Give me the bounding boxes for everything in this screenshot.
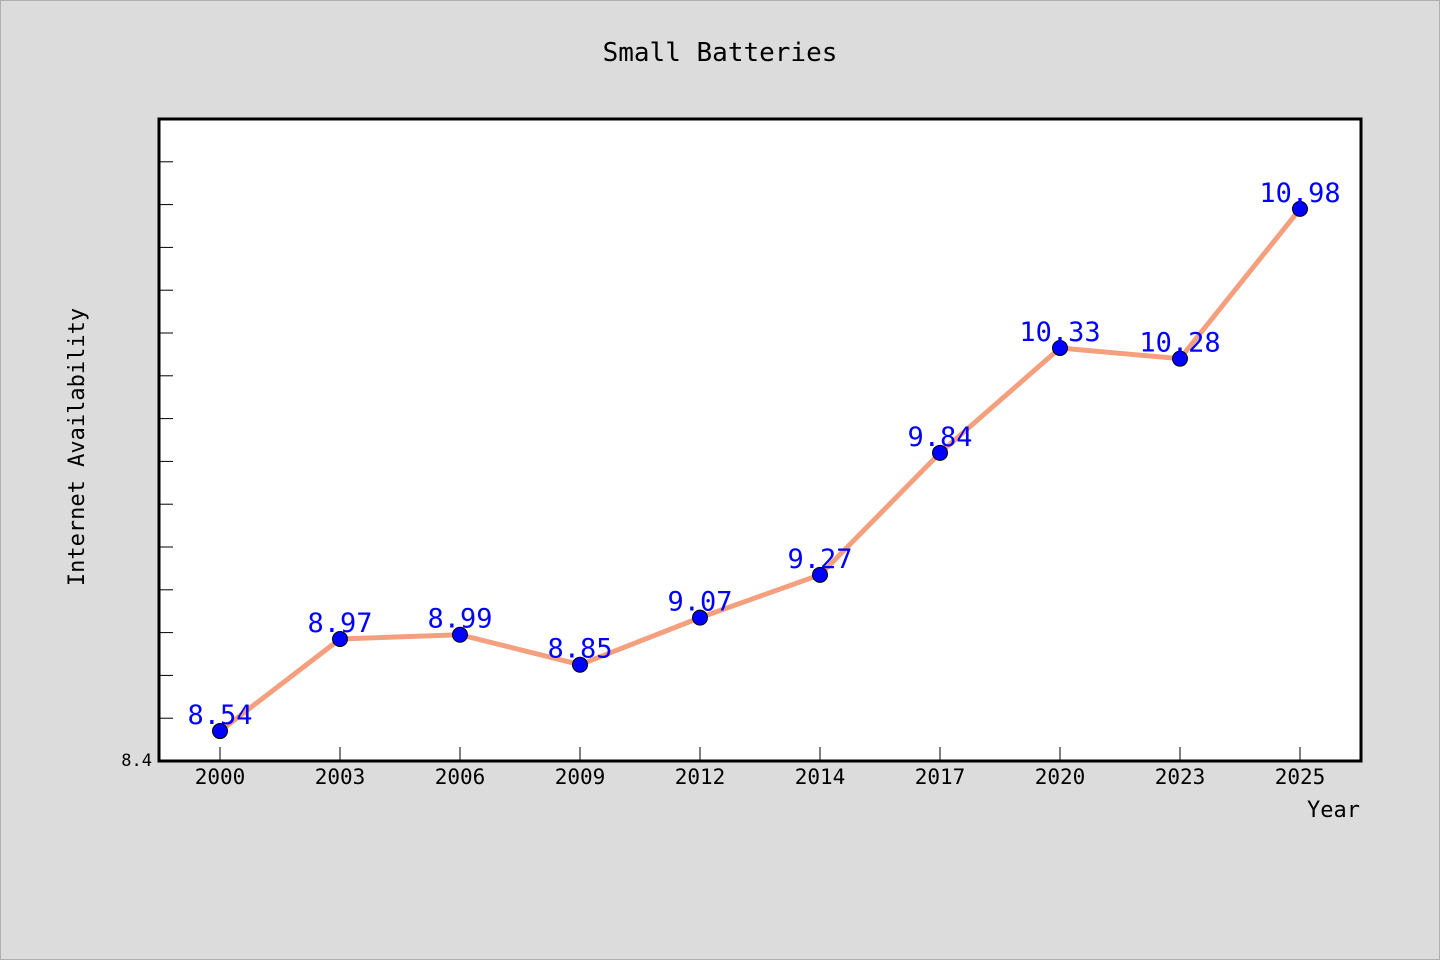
- data-point-marker: [692, 609, 708, 626]
- data-point-marker: [812, 566, 828, 583]
- y-axis-ticks: [159, 161, 173, 719]
- data-label: 10.28: [1139, 328, 1220, 359]
- x-tick-label: 2023: [1155, 765, 1206, 789]
- data-point-marker: [212, 723, 228, 740]
- x-tick-label: 2020: [1035, 765, 1086, 789]
- chart-title: Small Batteries: [603, 38, 838, 68]
- data-label: 8.97: [307, 608, 372, 639]
- data-point-marker: [932, 444, 948, 461]
- data-markers: [212, 200, 1308, 740]
- data-label: 10.98: [1259, 178, 1340, 209]
- data-point-marker: [332, 631, 348, 648]
- data-label: 10.33: [1019, 317, 1100, 348]
- data-point-marker: [452, 626, 468, 643]
- data-point-marker: [1172, 350, 1188, 367]
- data-point-marker: [1052, 339, 1068, 356]
- x-tick-label: 2000: [195, 765, 246, 789]
- x-axis-tick-labels: 2000 2003 2006 2009 2012 2014 2017 2020 2023 2025: [195, 765, 1326, 789]
- x-axis-ticks: [219, 747, 1301, 761]
- x-tick-label: 2006: [435, 765, 486, 789]
- data-labels: 8.54 8.97 8.99 8.85 9.07 9.27 9.84 10.33 10.28 10…: [187, 178, 1340, 731]
- plot-area: [157, 117, 1363, 763]
- data-label: 8.54: [187, 700, 252, 731]
- x-tick-label: 2003: [315, 765, 366, 789]
- data-point-marker: [1292, 200, 1308, 217]
- data-label: 8.85: [547, 634, 612, 665]
- data-label: 9.84: [907, 422, 972, 453]
- x-tick-label: 2025: [1275, 765, 1326, 789]
- data-point-marker: [572, 656, 588, 673]
- y-tick-label-min: 8.4: [121, 751, 152, 771]
- data-label: 8.99: [427, 604, 492, 635]
- data-label: 9.07: [667, 587, 732, 618]
- x-tick-label: 2012: [675, 765, 726, 789]
- data-label: 9.27: [787, 544, 852, 575]
- x-axis-label: Year: [1307, 798, 1360, 823]
- y-axis-label: Internet Availability: [65, 308, 90, 586]
- x-tick-label: 2009: [555, 765, 606, 789]
- x-tick-label: 2017: [915, 765, 966, 789]
- x-tick-label: 2014: [795, 765, 846, 789]
- series-line: [217, 206, 1303, 734]
